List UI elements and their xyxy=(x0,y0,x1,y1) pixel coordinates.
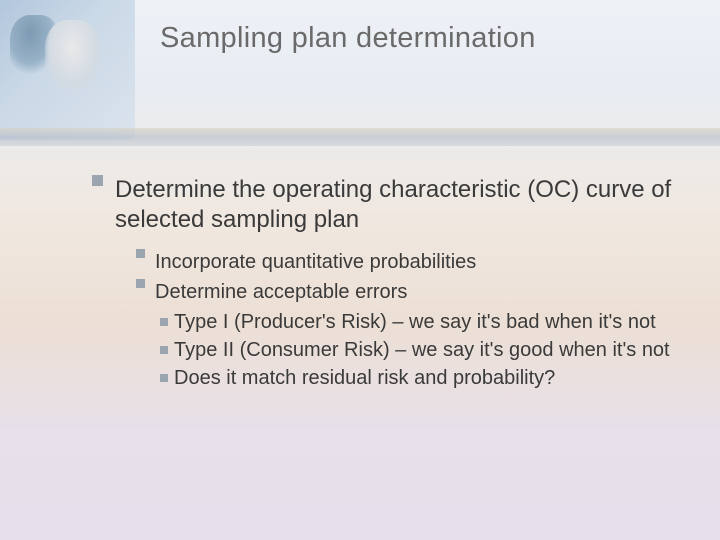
square-bullet-icon xyxy=(92,175,103,186)
slide-title: Sampling plan determination xyxy=(160,22,536,55)
bullet-level2-text: Determine acceptable errors xyxy=(155,279,680,305)
bullet-level1-text: Determine the operating characteristic (… xyxy=(115,175,680,235)
header-photo xyxy=(0,0,135,140)
square-bullet-icon xyxy=(136,279,145,288)
bullet-level3-text: Type I (Producer's Risk) – we say it's b… xyxy=(174,311,656,333)
bullet-level3: Type II (Consumer Risk) – we say it's go… xyxy=(160,337,680,363)
bullet-level3-text: Type II (Consumer Risk) – we say it's go… xyxy=(174,339,670,361)
square-bullet-icon xyxy=(160,374,168,382)
square-bullet-icon xyxy=(136,249,145,258)
bullet-level3-text: Does it match residual risk and probabil… xyxy=(174,367,555,389)
slide-body: Determine the operating characteristic (… xyxy=(92,175,680,393)
bullet-level1: Determine the operating characteristic (… xyxy=(92,175,680,235)
square-bullet-icon xyxy=(160,318,168,326)
bullet-level3: Type I (Producer's Risk) – we say it's b… xyxy=(160,309,680,335)
bullet-level2: Determine acceptable errors xyxy=(136,279,680,305)
bullet-level2: Incorporate quantitative probabilities xyxy=(136,249,680,275)
bullet-level2-text: Incorporate quantitative probabilities xyxy=(155,249,680,275)
bullet-level3: Does it match residual risk and probabil… xyxy=(160,365,680,391)
header-ribbon xyxy=(0,128,720,146)
square-bullet-icon xyxy=(160,346,168,354)
